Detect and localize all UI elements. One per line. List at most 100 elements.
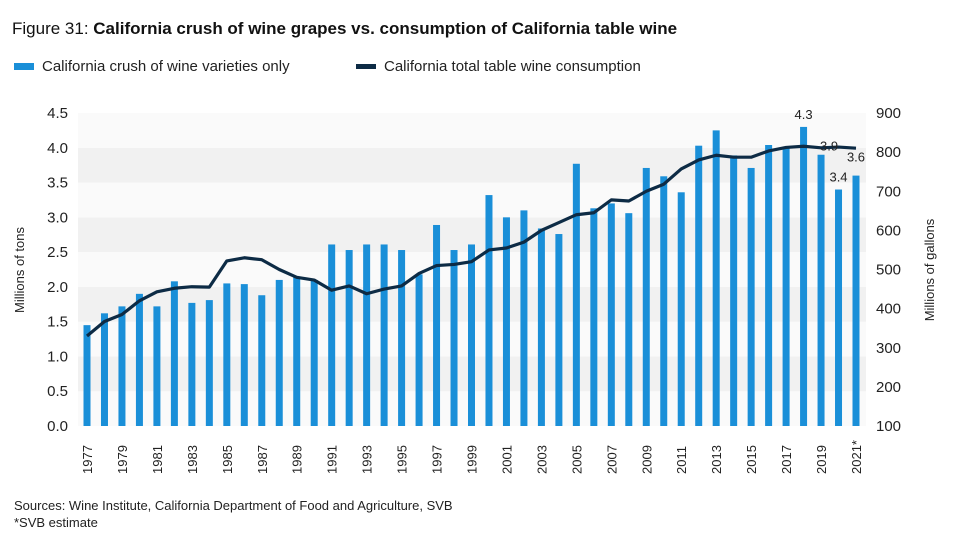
sources: Sources: Wine Institute, California Depa… — [14, 497, 453, 531]
chart-title: Figure 31: California crush of wine grap… — [12, 19, 677, 39]
bar-2017 — [782, 147, 790, 426]
bar-1983 — [188, 302, 196, 426]
x-tick-label: 1983 — [185, 445, 200, 474]
bar-1999 — [468, 244, 475, 426]
x-tick-label: 2009 — [639, 445, 654, 474]
bar-1988 — [275, 279, 283, 426]
x-tick-label: 1987 — [255, 445, 270, 474]
title-text: California crush of wine grapes vs. cons… — [93, 19, 678, 38]
y2-tick-label: 800 — [876, 144, 901, 161]
figure-number: Figure 31: — [12, 19, 89, 38]
x-tick-label: 1979 — [115, 445, 130, 474]
y-tick-label: 1.0 — [47, 348, 68, 365]
bar-1997 — [433, 224, 441, 426]
y-tick-label: 1.5 — [47, 314, 68, 331]
legend-line: California total table wine consumption — [356, 58, 641, 75]
y2-tick-label: 100 — [876, 418, 901, 435]
bar-2009 — [642, 167, 650, 426]
y-axis-label: Millions of tons — [12, 227, 27, 313]
bar-2016 — [765, 144, 773, 427]
x-tick-label: 2021* — [849, 440, 864, 474]
x-tick-label: 1997 — [430, 445, 445, 474]
y2-tick-label: 200 — [876, 379, 901, 396]
x-tick-label: 2001 — [499, 445, 514, 474]
bar-1981 — [153, 306, 161, 426]
x-tick-label: 2003 — [534, 445, 549, 474]
bar-1992 — [345, 250, 353, 426]
bar-1990 — [310, 279, 318, 426]
x-tick-label: 1995 — [395, 445, 410, 474]
bar-1980 — [135, 293, 143, 426]
y-tick-label: 4.5 — [47, 105, 68, 122]
y2-tick-label: 300 — [876, 340, 901, 357]
bar-2004 — [555, 234, 563, 426]
x-tick-label: 1993 — [360, 445, 375, 474]
bar-2005 — [572, 163, 580, 426]
sources-text: Sources: Wine Institute, California Depa… — [14, 498, 453, 513]
y-tick-label: 0.5 — [47, 383, 68, 400]
x-tick-label: 2017 — [779, 445, 794, 474]
bar-1982 — [170, 281, 178, 426]
x-tick-label: 1999 — [465, 445, 480, 474]
bar-1977 — [83, 325, 91, 426]
y-tick-label: 3.5 — [47, 175, 68, 192]
x-tick-label: 1977 — [80, 445, 95, 474]
legend-swatch-bar — [14, 63, 34, 70]
bar-2002 — [520, 210, 528, 426]
bar-2001 — [502, 217, 510, 426]
y2-tick-label: 400 — [876, 301, 901, 318]
bar-2012 — [695, 145, 703, 427]
legend-bar: California crush of wine varieties only — [14, 58, 290, 75]
bar-1986 — [240, 284, 248, 426]
bar-1978 — [100, 313, 108, 426]
y-tick-label: 0.0 — [47, 418, 68, 435]
legend-swatch-line — [356, 64, 376, 69]
y2-tick-label: 900 — [876, 105, 901, 122]
legend-label: California total table wine consumption — [384, 58, 641, 75]
bar-1987 — [258, 295, 266, 426]
bar-2011 — [677, 192, 685, 426]
x-tick-label: 1981 — [150, 445, 165, 474]
grid-band — [78, 113, 866, 148]
y2-axis-label: Millions of gallons — [922, 218, 937, 321]
y-tick-label: 2.0 — [47, 279, 68, 296]
data-label: 3.4 — [829, 170, 847, 185]
x-tick-label: 2019 — [814, 445, 829, 474]
y-tick-label: 2.5 — [47, 244, 68, 261]
bar-2019 — [817, 154, 825, 426]
y-tick-label: 3.0 — [47, 209, 68, 226]
bar-2007 — [607, 203, 615, 426]
bar-2010 — [660, 176, 668, 426]
bar-2018 — [800, 126, 808, 427]
y2-tick-label: 600 — [876, 222, 901, 239]
y2-tick-label: 700 — [876, 183, 901, 200]
y-tick-label: 4.0 — [47, 140, 68, 157]
bar-2014 — [730, 155, 738, 426]
data-label: 4.3 — [795, 107, 813, 122]
footnote: *SVB estimate — [14, 515, 98, 530]
bar-2015 — [747, 167, 755, 426]
bar-2020 — [835, 189, 843, 426]
bar-2006 — [590, 208, 598, 426]
data-label: 3.9 — [820, 139, 838, 154]
y2-tick-label: 500 — [876, 262, 901, 279]
bar-1998 — [450, 250, 458, 426]
legend-label: California crush of wine varieties only — [42, 58, 290, 75]
bar-2003 — [537, 228, 545, 426]
bar-1994 — [380, 244, 388, 426]
bar-1991 — [328, 244, 336, 426]
bar-2008 — [625, 213, 633, 426]
bar-1979 — [118, 306, 126, 426]
x-tick-label: 2015 — [744, 445, 759, 474]
x-tick-label: 1991 — [325, 445, 340, 474]
bar-1996 — [415, 274, 423, 426]
x-tick-label: 2011 — [674, 446, 689, 474]
bar-2021* — [852, 175, 860, 426]
bar-2000 — [485, 195, 493, 426]
bar-1984 — [205, 300, 213, 426]
x-tick-label: 2013 — [709, 445, 724, 474]
x-tick-label: 2005 — [569, 445, 584, 474]
data-label: 3.6 — [847, 150, 865, 165]
bar-1989 — [293, 277, 301, 426]
